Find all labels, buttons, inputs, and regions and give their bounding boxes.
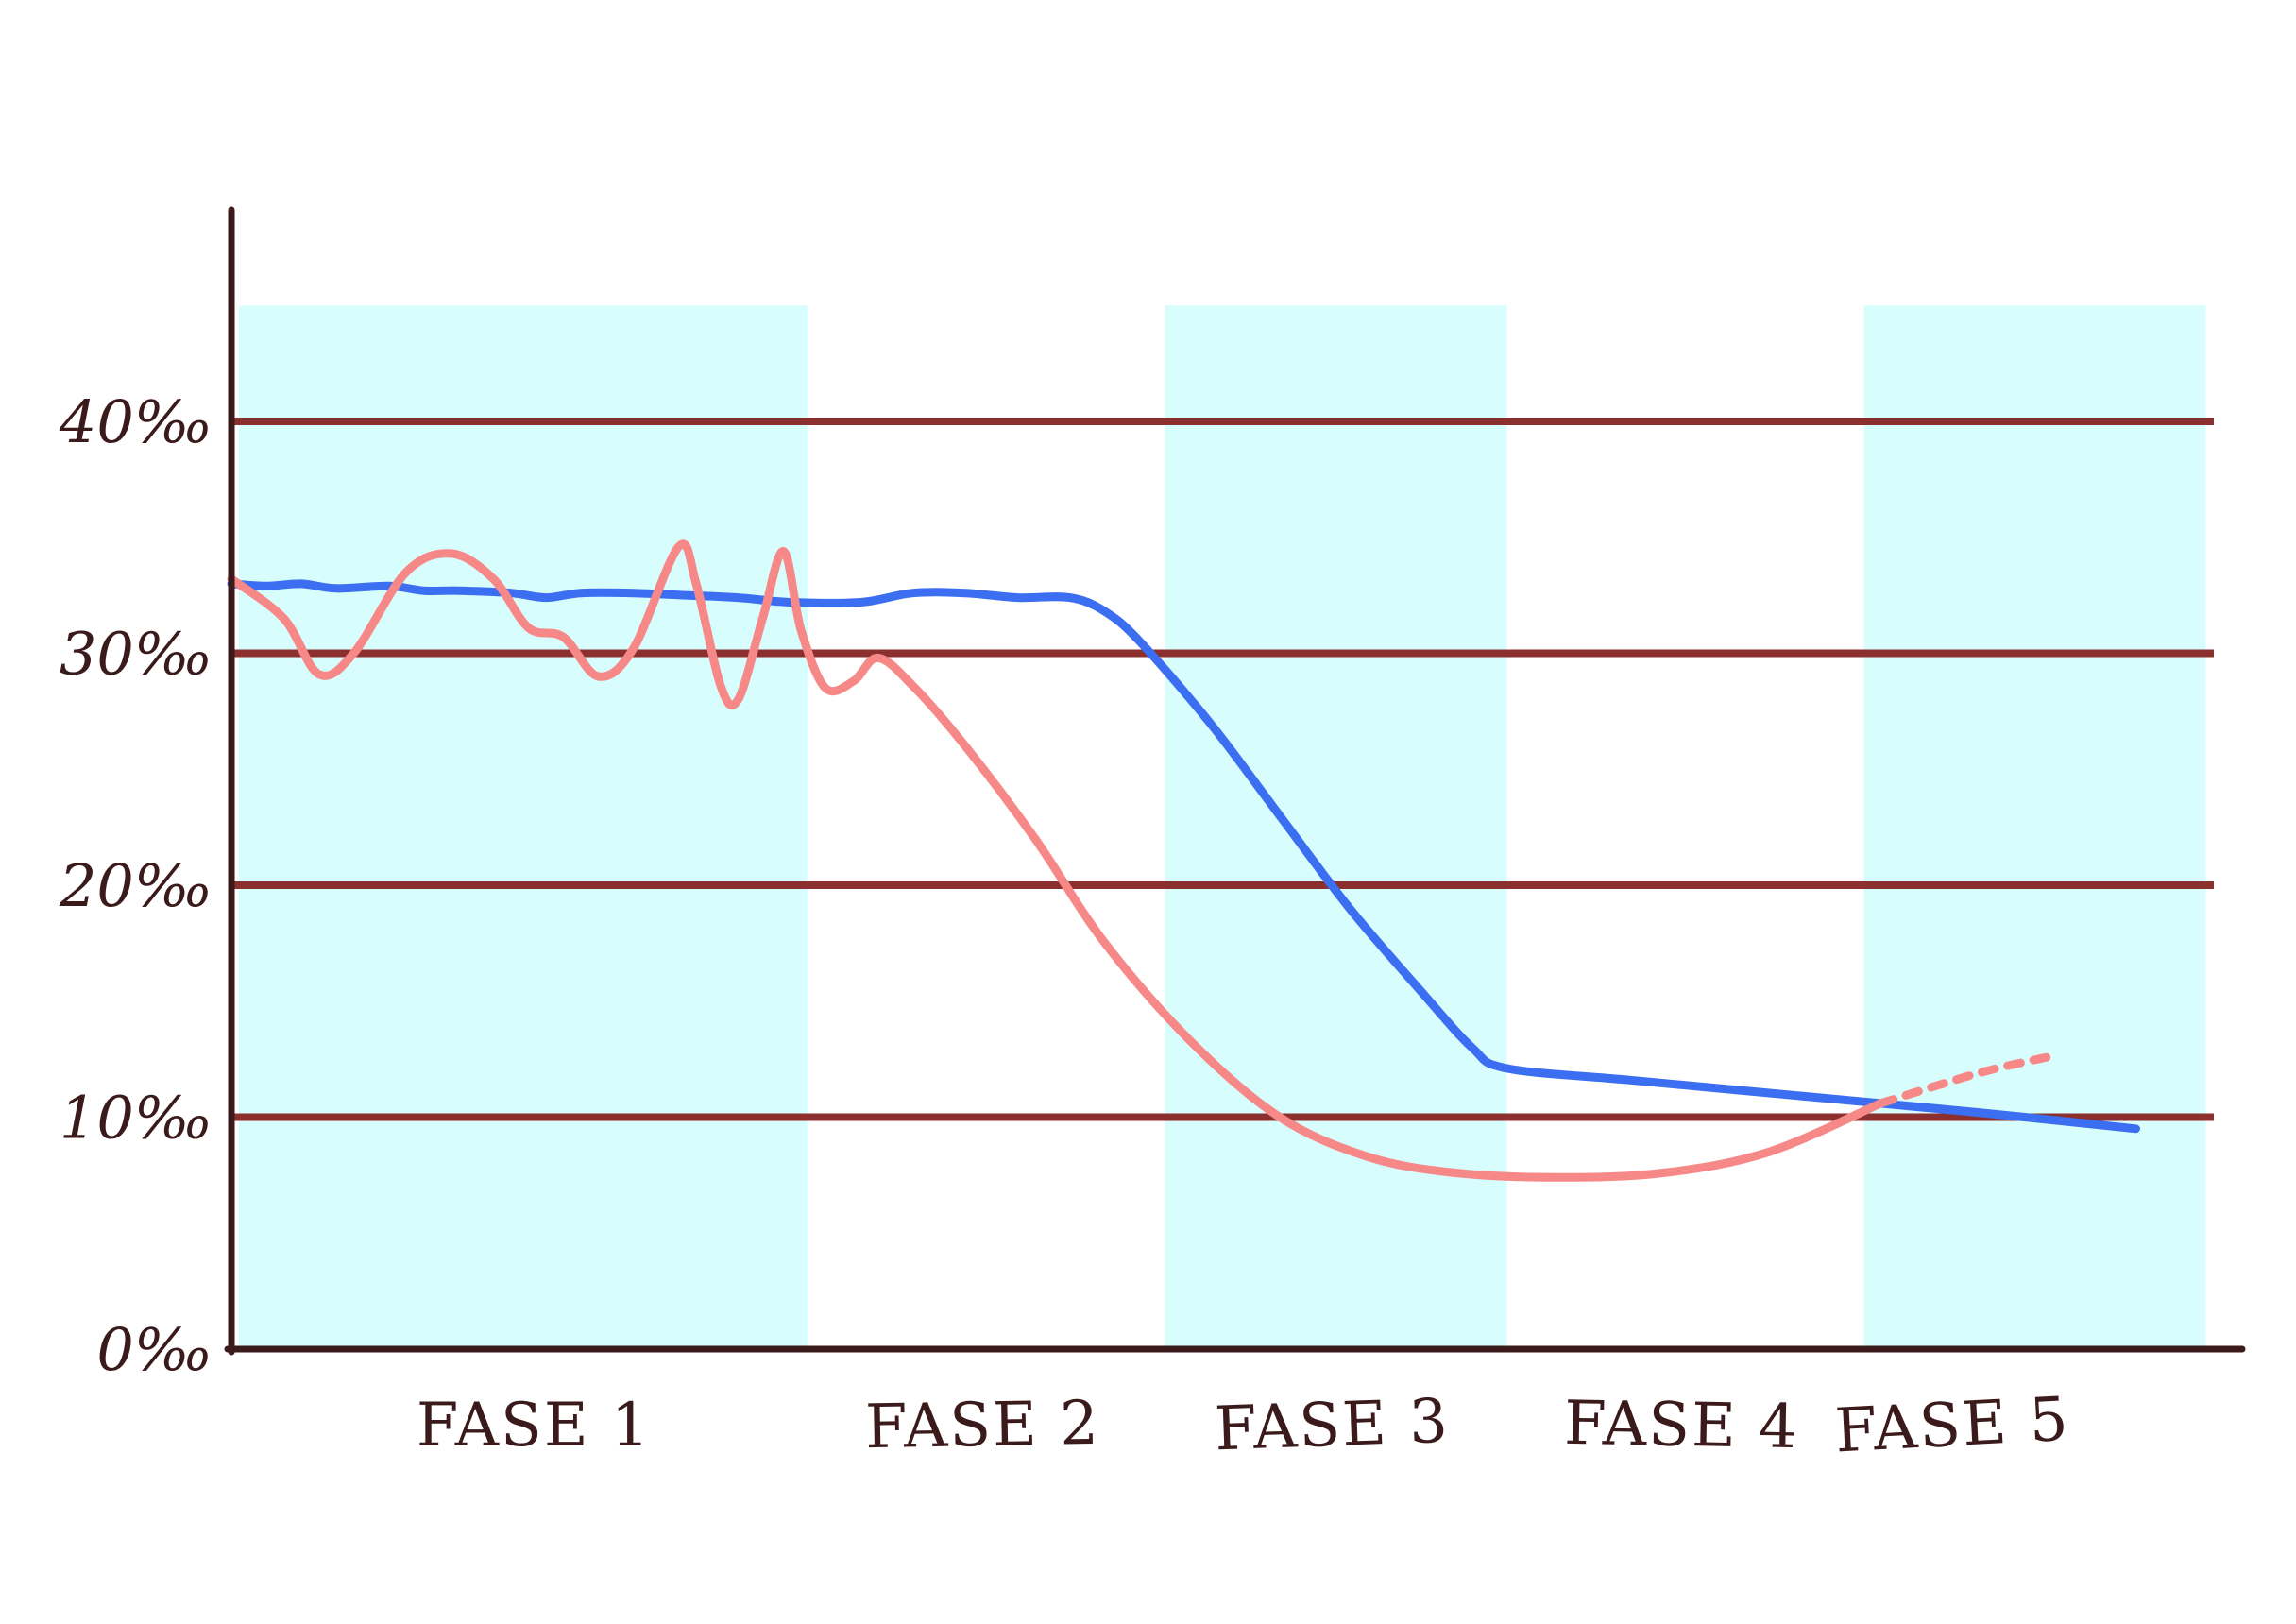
y-tick-label-40: 40‰ <box>59 387 213 456</box>
series-1-line <box>227 579 2140 1134</box>
phase-label-3: FASE 3 <box>1214 1387 1451 1465</box>
phase-band-3 <box>1165 305 1507 1349</box>
y-tick-label-30: 30‰ <box>60 620 213 689</box>
phase-labels: FASE 1 FASE 2 FASE 3 FASE 4 FASE 5 <box>417 1385 2071 1467</box>
y-tick-label-20: 20‰ <box>59 851 213 920</box>
series-layer <box>227 539 2140 1182</box>
y-tick-label-0: 0‰ <box>96 1315 213 1384</box>
phase-band-5 <box>1863 305 2206 1349</box>
y-tick-labels: 0‰ 10‰ 20‰ 30‰ 40‰ <box>59 387 213 1384</box>
phase-label-1: FASE 1 <box>417 1391 652 1461</box>
gridlines <box>234 418 2214 1121</box>
phase-label-4: FASE 4 <box>1564 1389 1800 1462</box>
phase-bands <box>239 305 2206 1349</box>
phase-band-1 <box>239 305 808 1349</box>
series-2-line <box>227 539 1885 1182</box>
phase-label-2: FASE 2 <box>865 1389 1101 1462</box>
phase-label-5: FASE 5 <box>1833 1385 2071 1467</box>
y-tick-label-10: 10‰ <box>60 1084 213 1153</box>
series-2-projection <box>1876 1052 2053 1108</box>
